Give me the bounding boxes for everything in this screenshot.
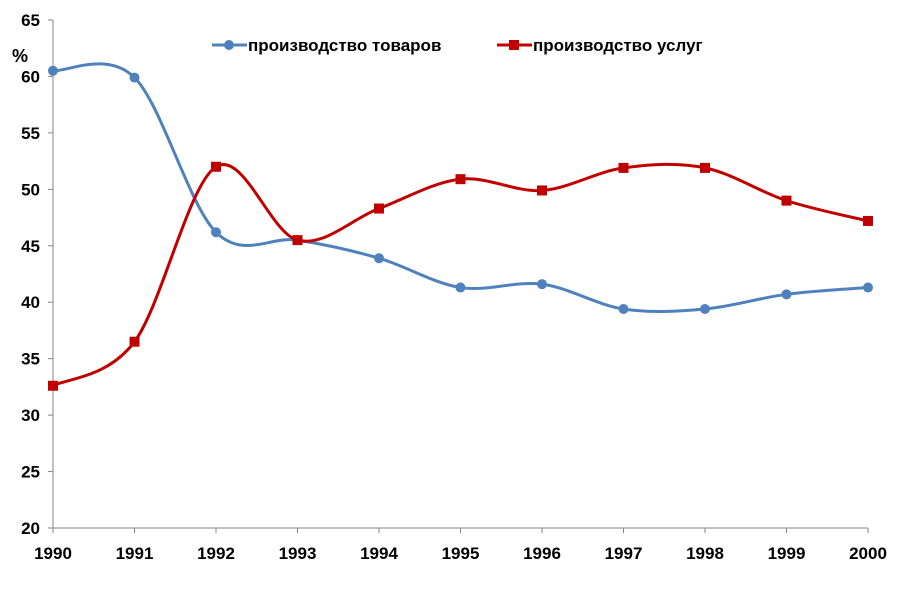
x-tick-label: 1992	[197, 544, 235, 563]
y-tick-label: 60	[21, 67, 40, 86]
x-tick-label: 1991	[116, 544, 154, 563]
y-tick-label: 65	[21, 11, 40, 30]
data-point-square	[455, 174, 466, 185]
data-point-circle	[863, 282, 873, 293]
y-tick-label: 50	[21, 180, 40, 199]
series-line-1	[52, 162, 869, 388]
x-tick-label: 2000	[849, 544, 887, 563]
data-point-square	[537, 185, 547, 196]
legend-marker-services	[509, 40, 519, 50]
data-point-square	[781, 195, 792, 206]
tick-labels: 20 25 30 35 40 45 50 55 60 65 1990 1991 1992 1993 1994…	[21, 11, 887, 563]
data-point-circle	[129, 72, 140, 83]
axes	[48, 19, 869, 533]
data-point-circle	[211, 227, 221, 238]
data-point-square	[292, 235, 303, 246]
x-tick-label: 1990	[34, 544, 72, 563]
legend-marker-goods	[224, 40, 234, 50]
legend: производство товаров производство услуг	[212, 36, 703, 55]
y-tick-label: 40	[21, 293, 40, 312]
y-tick-label: 20	[21, 519, 40, 538]
data-point-square	[211, 161, 221, 172]
legend-label-services: производство услуг	[533, 36, 703, 55]
x-tick-label: 1998	[686, 544, 724, 563]
x-tick-label: 1994	[360, 544, 398, 563]
data-point-square	[48, 380, 58, 391]
data-point-circle	[48, 65, 58, 76]
y-tick-label: 55	[21, 124, 40, 143]
legend-label-goods: производство товаров	[248, 36, 441, 55]
y-tick-label: 35	[21, 350, 40, 369]
data-point-circle	[537, 279, 547, 290]
x-tick-label: 1999	[768, 544, 806, 563]
data-point-circle	[781, 289, 792, 300]
x-tick-label: 1997	[605, 544, 643, 563]
y-tick-label: 30	[21, 406, 40, 425]
y-tick-label: 25	[21, 463, 40, 482]
series-line-0	[52, 62, 869, 313]
x-tick-label: 1996	[523, 544, 561, 563]
data-point-square	[700, 162, 710, 173]
legend-item-services: производство услуг	[497, 36, 703, 55]
series-group-0	[48, 62, 873, 314]
data-point-square	[374, 203, 384, 214]
legend-item-goods: производство товаров	[212, 36, 441, 55]
data-point-circle	[455, 282, 466, 293]
y-axis-unit-label: %	[12, 46, 28, 66]
data-point-square	[863, 215, 873, 226]
x-tick-label: 1995	[442, 544, 480, 563]
data-point-square	[618, 162, 629, 173]
data-point-square	[129, 336, 140, 347]
x-tick-label: 1993	[279, 544, 317, 563]
data-point-circle	[700, 303, 710, 314]
series-lines	[48, 62, 873, 391]
data-point-circle	[374, 253, 384, 264]
series-group-1	[48, 161, 873, 391]
data-point-circle	[618, 303, 629, 314]
y-tick-label: 45	[21, 237, 40, 256]
